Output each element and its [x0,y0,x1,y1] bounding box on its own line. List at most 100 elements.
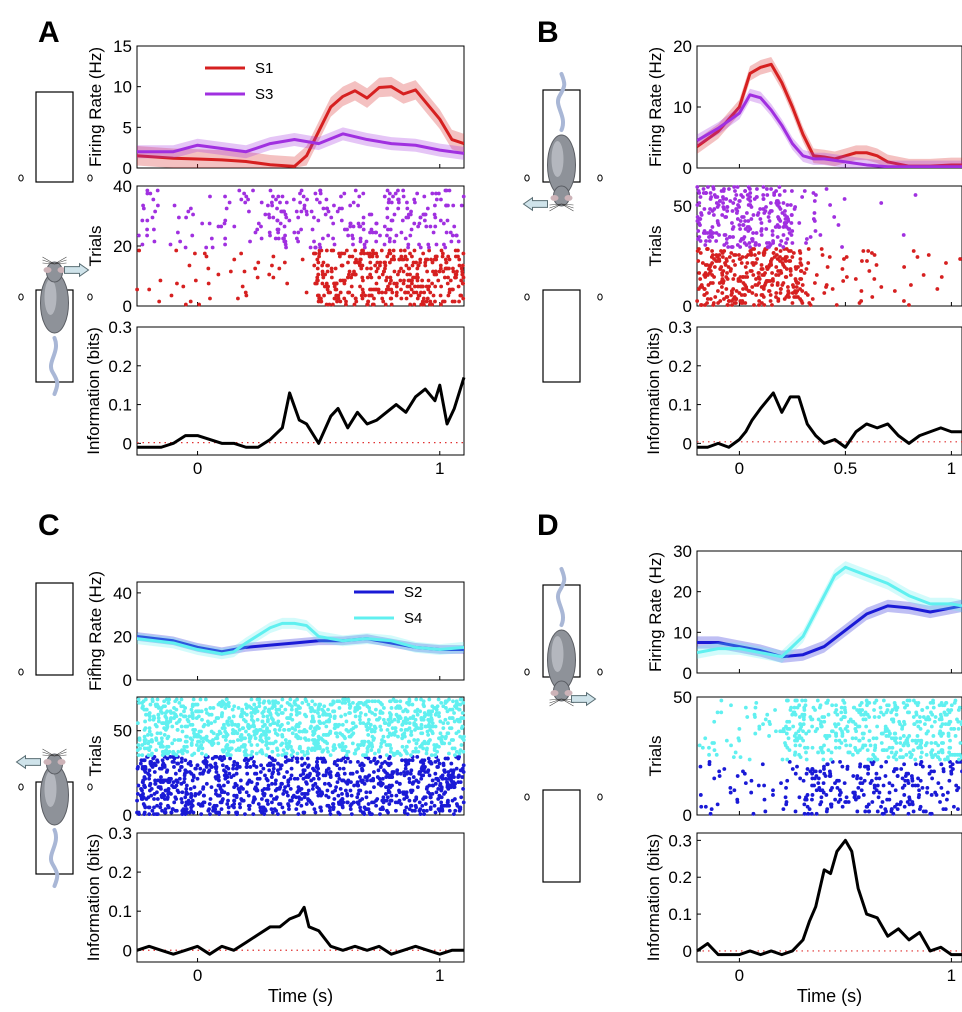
spike [800,712,805,717]
spike [266,717,270,722]
spike [201,785,206,790]
spike [317,248,322,253]
spike [458,293,463,298]
spike [805,793,810,797]
spike [164,748,169,752]
spike [145,746,150,751]
spike [729,743,733,748]
spike [810,767,815,771]
spike [738,755,743,760]
spike [211,706,216,710]
y-tick-label: 0 [683,159,692,178]
spike [425,296,430,301]
spike [412,197,417,202]
spike [255,717,260,722]
spike [804,771,809,776]
spike [771,788,775,793]
spike [165,709,170,714]
spike [153,781,158,786]
spike [697,235,702,239]
spike [714,253,719,257]
spike [407,697,412,702]
spike [276,753,280,758]
y-tick-label: 0 [123,806,132,825]
spike [378,744,383,749]
spike [785,757,790,762]
spike [410,281,414,286]
spike [755,187,759,191]
spike [774,247,779,251]
spike [810,724,815,729]
spike [258,808,263,813]
spike [950,762,955,767]
y-tick-label: 20 [673,37,692,56]
spike [810,797,814,802]
spike [258,770,263,774]
reward-port [524,668,530,676]
spike [941,807,946,811]
spike [803,291,808,295]
direction-arrow [522,196,548,212]
spike [195,763,200,768]
spike [916,776,920,781]
spike [422,194,427,199]
spike [822,291,827,295]
spike [371,302,376,307]
spike [945,790,950,795]
spike [703,804,708,809]
spike [740,255,745,259]
spike [817,785,822,790]
spike [860,259,864,263]
spike [398,248,403,253]
spike [317,744,322,749]
spike [431,269,435,274]
spike [456,248,460,253]
spike [386,734,391,739]
spike [760,267,765,271]
spike [324,793,329,798]
spike [228,756,232,761]
spike [316,711,320,715]
spike [423,257,428,262]
spike [348,203,353,208]
spike [458,734,463,739]
spike [180,790,185,795]
spike [302,203,307,208]
mouse-highlight [44,771,57,807]
spike [243,812,247,817]
spike [289,773,294,778]
spike [735,774,740,778]
spike [269,775,274,779]
spike [177,776,182,781]
spike [325,206,330,211]
spike [724,295,729,299]
spike [224,697,229,702]
spike [449,738,454,742]
spike [286,721,290,726]
legend-label: S1 [255,60,273,77]
spike [184,215,188,220]
spike [724,197,729,201]
spike [288,776,293,781]
spike [410,788,415,793]
spike [384,785,388,790]
spike [447,697,451,702]
spike [359,266,364,271]
spike [373,287,378,292]
spike [332,284,337,289]
spike [824,793,829,797]
spike [280,753,285,758]
spike [457,263,462,268]
spike [368,251,373,256]
spike [735,185,740,189]
y-tick-label: 0 [683,297,692,316]
spike [427,722,431,727]
spike [853,726,858,731]
spike [216,741,221,746]
spike [249,743,254,747]
spike [892,701,897,705]
spike [735,217,740,221]
spike [405,284,410,289]
raster-group-1 [697,698,962,762]
